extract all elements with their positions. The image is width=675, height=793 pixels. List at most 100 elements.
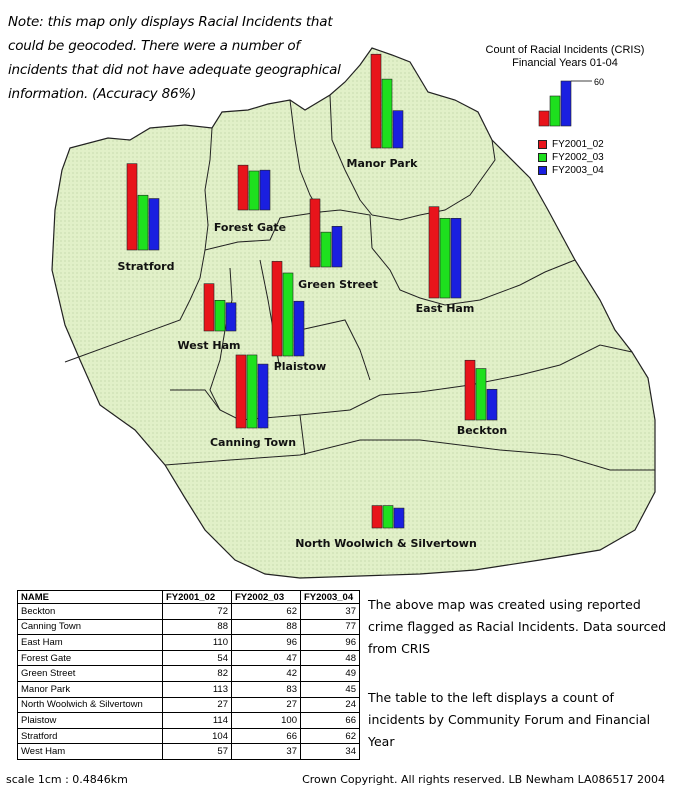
bar-fy2003-bar bbox=[259, 169, 271, 211]
copyright-notice: Crown Copyright. All rights reserved. LB… bbox=[302, 773, 665, 786]
table-cell-fy2001: 82 bbox=[162, 665, 232, 682]
legend-swatch-blue bbox=[538, 165, 547, 175]
bar-fy2002-bar bbox=[381, 78, 393, 149]
table-cell-fy2002: 100 bbox=[231, 712, 301, 729]
bar-fy2002-bar bbox=[137, 194, 149, 251]
map-scale: scale 1cm : 0.4846km bbox=[6, 773, 128, 786]
area-labels-layer: Beckton Canning Town East Ham Forest Gate Gr… bbox=[118, 157, 508, 550]
table-cell-fy2001: 57 bbox=[162, 743, 232, 760]
legend-title-line-2: Financial Years 01-04 bbox=[512, 57, 618, 69]
table-row: Forest Gate 54 47 48 bbox=[17, 649, 360, 667]
table-cell-name: East Ham bbox=[17, 634, 163, 651]
table-header-fy2002: FY2002_03 bbox=[231, 590, 301, 604]
table-cell-name: West Ham bbox=[17, 743, 163, 760]
table-header-row: NAME FY2001_02 FY2002_03 FY2003_04 bbox=[17, 590, 360, 604]
legend-item-fy2003: FY2003_04 bbox=[538, 165, 604, 177]
table-cell-name: Plaistow bbox=[17, 712, 163, 729]
area-label: Forest Gate bbox=[214, 221, 286, 234]
area-label: East Ham bbox=[416, 302, 475, 315]
bar-fy2003-bar bbox=[450, 218, 462, 299]
bar-fy2003-bar bbox=[148, 198, 160, 251]
table-cell-fy2002: 42 bbox=[231, 665, 301, 682]
table-cell-fy2003: 49 bbox=[300, 665, 360, 682]
table-cell-fy2002: 83 bbox=[231, 680, 301, 698]
table-cell-fy2002: 66 bbox=[231, 727, 301, 745]
bar-fy2003-bar bbox=[331, 226, 343, 268]
area-label: Canning Town bbox=[210, 436, 296, 449]
table-row: Beckton 72 62 37 bbox=[17, 603, 360, 620]
table-cell-fy2002: 47 bbox=[231, 649, 301, 667]
legend-scale-bar bbox=[538, 110, 550, 127]
map-note: Note: this map only displays Racial Inci… bbox=[8, 14, 341, 102]
bar-fy2001-bar bbox=[370, 53, 382, 149]
bar-fy2001-bar bbox=[126, 163, 138, 251]
table-cell-fy2003: 62 bbox=[300, 727, 360, 745]
legend-title-line-1: Count of Racial Incidents (CRIS) bbox=[485, 44, 645, 56]
legend-title: Count of Racial Incidents (CRIS) Financi… bbox=[470, 44, 660, 70]
table-cell-fy2001: 54 bbox=[162, 649, 232, 667]
table-header-fy2003: FY2003_04 bbox=[300, 590, 360, 604]
table-cell-fy2003: 96 bbox=[300, 634, 360, 651]
table-cell-fy2002: 62 bbox=[231, 603, 301, 620]
table-cell-name: Canning Town bbox=[17, 618, 163, 636]
incident-table: NAME FY2001_02 FY2002_03 FY2003_04 Beckt… bbox=[17, 590, 360, 760]
legend-item-fy2001: FY2001_02 bbox=[538, 139, 604, 151]
table-cell-fy2003: 45 bbox=[300, 680, 360, 698]
table-cell-fy2003: 37 bbox=[300, 603, 360, 620]
ward-boundaries bbox=[64, 94, 655, 471]
bar-fy2001-bar bbox=[203, 283, 215, 332]
table-description-text: The table to the left displays a count o… bbox=[368, 690, 651, 749]
table-header-fy2001: FY2001_02 bbox=[162, 590, 232, 604]
table-row: Manor Park 113 83 45 bbox=[17, 680, 360, 698]
bar-fy2001-bar bbox=[271, 261, 283, 357]
borough-map: Beckton Canning Town East Ham Forest Gate Gr… bbox=[51, 47, 656, 579]
table-row: Canning Town 88 88 77 bbox=[17, 618, 360, 636]
legend-scale-bar bbox=[560, 80, 572, 127]
table-row: Stratford 104 66 62 bbox=[17, 727, 360, 745]
bar-fy2003-bar bbox=[392, 110, 404, 149]
area-label: Green Street bbox=[298, 278, 378, 291]
bar-fy2002-bar bbox=[320, 231, 332, 268]
area-label: Stratford bbox=[118, 260, 175, 273]
bar-fy2002-bar bbox=[214, 299, 226, 332]
legend-label: FY2003_04 bbox=[552, 165, 604, 176]
bar-fy2001-bar bbox=[237, 164, 249, 211]
table-cell-name: Manor Park bbox=[17, 680, 163, 698]
map-description-text: The above map was created using reported… bbox=[368, 597, 667, 656]
bar-fy2003-bar bbox=[257, 363, 269, 429]
borough-outline bbox=[51, 47, 656, 579]
table-cell-fy2003: 77 bbox=[300, 618, 360, 636]
bar-fy2001-bar bbox=[235, 354, 247, 429]
table-cell-fy2003: 48 bbox=[300, 649, 360, 667]
table-cell-fy2003: 66 bbox=[300, 712, 360, 729]
legend-scale-value: 60 bbox=[594, 77, 604, 87]
bar-fy2002-bar bbox=[475, 368, 487, 421]
table-row: West Ham 57 37 34 bbox=[17, 743, 360, 760]
table-cell-name: Forest Gate bbox=[17, 649, 163, 667]
legend-item-fy2002: FY2002_03 bbox=[538, 152, 604, 164]
bar-fy2001-bar bbox=[428, 206, 440, 299]
table-cell-name: Green Street bbox=[17, 665, 163, 682]
legend-swatch-red bbox=[538, 139, 547, 149]
bar-fy2002-bar bbox=[248, 170, 260, 211]
table-cell-fy2001: 110 bbox=[162, 634, 232, 651]
table-cell-fy2001: 88 bbox=[162, 618, 232, 636]
bar-fy2003-bar bbox=[225, 302, 237, 332]
table-cell-fy2003: 24 bbox=[300, 696, 360, 714]
table-cell-fy2001: 114 bbox=[162, 712, 232, 729]
area-label: Plaistow bbox=[274, 360, 327, 373]
legend-label: FY2001_02 bbox=[552, 139, 604, 150]
bar-fy2001-bar bbox=[309, 198, 321, 268]
table-cell-fy2001: 104 bbox=[162, 727, 232, 745]
table-row: Green Street 82 42 49 bbox=[17, 665, 360, 682]
legend-swatch-green bbox=[538, 152, 547, 162]
area-label: Beckton bbox=[457, 424, 507, 437]
table-row: Plaistow 114 100 66 bbox=[17, 712, 360, 729]
area-label: West Ham bbox=[178, 339, 241, 352]
legend-scale-bar bbox=[549, 95, 561, 127]
area-label: North Woolwich & Silvertown bbox=[295, 537, 477, 550]
table-cell-fy2002: 96 bbox=[231, 634, 301, 651]
table-cell-fy2002: 88 bbox=[231, 618, 301, 636]
bar-fy2001-bar bbox=[371, 505, 383, 529]
bar-fy2001-bar bbox=[464, 359, 476, 421]
